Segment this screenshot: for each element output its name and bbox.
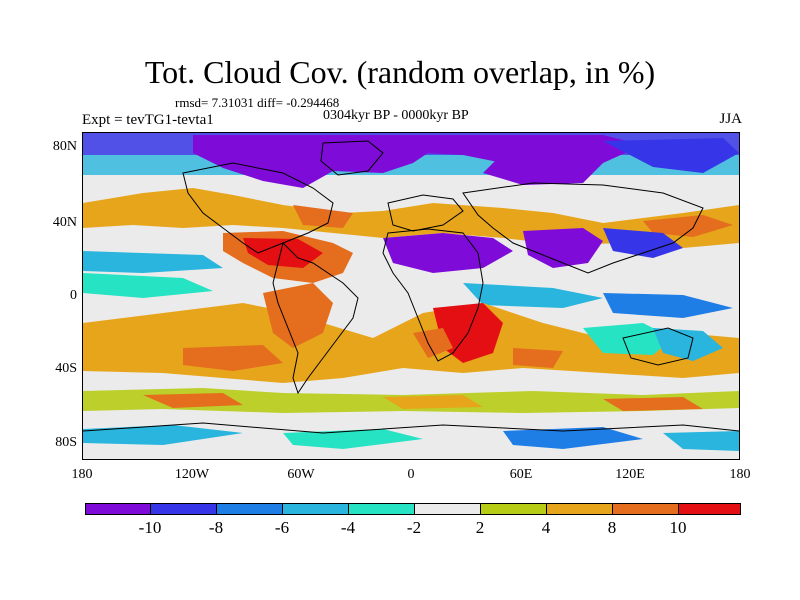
plot-title: Tot. Cloud Cov. (random overlap, in %) xyxy=(144,54,656,90)
stats-subtitle: rmsd= 7.31031 diff= -0.294468 xyxy=(175,95,340,110)
sahara-asia-anomaly xyxy=(383,233,513,273)
lon-label: 180 xyxy=(71,467,93,482)
lat-label: 80S xyxy=(55,435,77,450)
color-bar-label: -8 xyxy=(208,518,224,537)
color-bar-label: -4 xyxy=(340,518,356,537)
color-bar-label: 2 xyxy=(475,518,485,537)
lon-label: 60W xyxy=(287,467,315,482)
lon-label: 180 xyxy=(729,467,751,482)
cloud-cover-map xyxy=(82,132,740,460)
color-bar-box xyxy=(678,503,741,515)
season-label: JJA xyxy=(719,111,742,127)
period-subtitle: 0304kyr BP - 0000kyr BP xyxy=(323,108,469,123)
experiment-label: Expt = tevTG1-tevta1 xyxy=(82,112,214,128)
color-bar-label: 10 xyxy=(669,518,687,537)
lon-label: 0 xyxy=(407,467,415,482)
lon-label: 120W xyxy=(174,467,210,482)
lon-label: 60E xyxy=(509,467,533,482)
color-bar-box xyxy=(348,503,415,515)
color-bar-box xyxy=(612,503,679,515)
lat-label: 80N xyxy=(52,139,77,154)
coastlines xyxy=(83,140,739,434)
color-bar-label: -10 xyxy=(138,518,162,537)
lat-label: 0 xyxy=(70,288,77,303)
lat-label: 40N xyxy=(52,215,77,230)
color-bar-box xyxy=(414,503,481,515)
arctic-anomaly xyxy=(193,135,443,188)
color-bar-box xyxy=(480,503,547,515)
color-bar-box xyxy=(216,503,283,515)
lat-label: 40S xyxy=(55,361,77,376)
color-bar-box xyxy=(546,503,613,515)
color-bar-label: 4 xyxy=(541,518,551,537)
color-bar-box xyxy=(85,503,151,515)
color-bar-box xyxy=(150,503,217,515)
color-bar-label: -2 xyxy=(406,518,422,537)
lon-label: 120E xyxy=(615,467,645,482)
color-bar-label: -6 xyxy=(274,518,290,537)
color-bar-box xyxy=(282,503,349,515)
color-bar-label: 8 xyxy=(607,518,617,537)
